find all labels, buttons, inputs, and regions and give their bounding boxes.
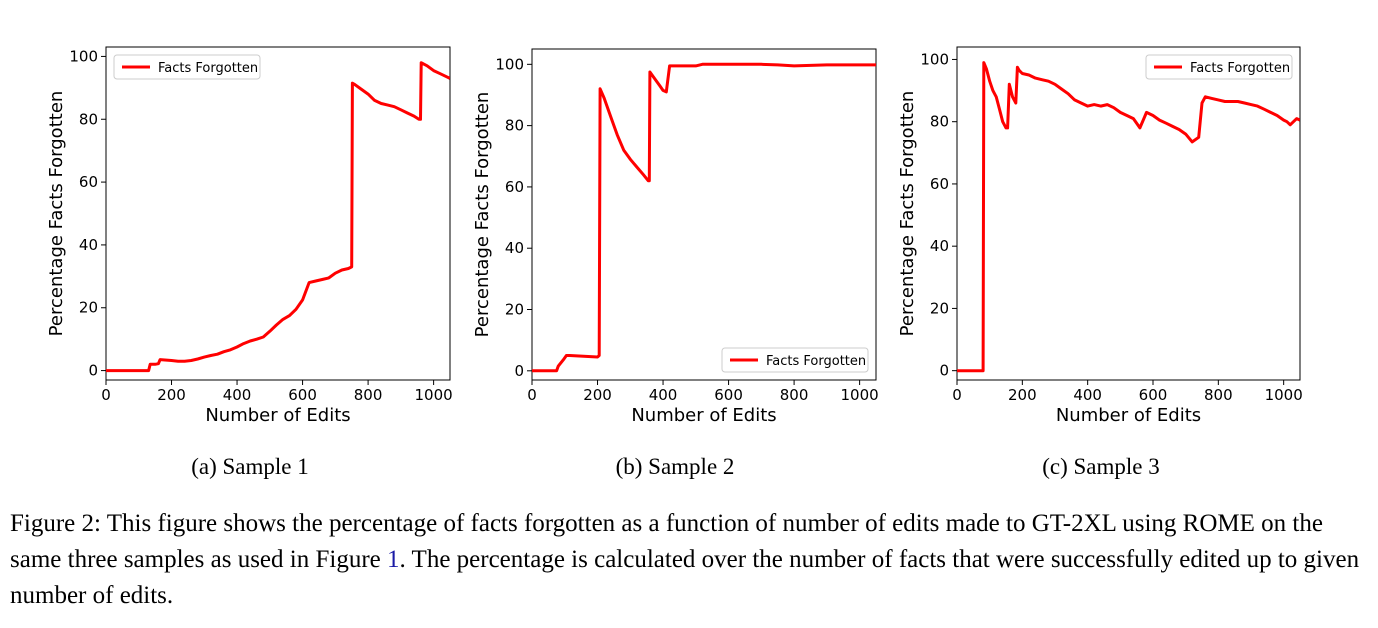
x-tick-label: 800 bbox=[780, 386, 809, 404]
x-tick-label: 600 bbox=[714, 386, 743, 404]
y-tick-label: 80 bbox=[505, 117, 524, 135]
plot-frame bbox=[956, 46, 1301, 381]
legend-box bbox=[113, 54, 261, 80]
y-tick-label: 0 bbox=[88, 362, 98, 380]
x-tick-label: 800 bbox=[354, 386, 383, 404]
y-tick-label: 20 bbox=[79, 299, 98, 317]
y-tick-label: 0 bbox=[514, 362, 524, 380]
x-tick-label: 400 bbox=[223, 386, 252, 404]
x-tick-label: 1000 bbox=[841, 386, 879, 404]
x-tick-label: 1000 bbox=[415, 386, 453, 404]
x-tick-label: 0 bbox=[952, 386, 962, 404]
series-line-1 bbox=[957, 61, 1300, 373]
series-line-1 bbox=[106, 61, 450, 373]
legend-label: Facts Forgotten bbox=[766, 354, 866, 369]
x-tick-label: 200 bbox=[1008, 386, 1037, 404]
y-tick-label: 60 bbox=[79, 173, 98, 191]
y-axis-label: Percentage Facts Forgotten bbox=[46, 91, 67, 337]
y-tick-label: 100 bbox=[920, 50, 949, 68]
subcaption: (a) Sample 1 bbox=[191, 454, 309, 479]
plot-frame bbox=[531, 48, 877, 381]
caption-suffix: . The percentage is calculated over the … bbox=[10, 546, 1360, 609]
x-tick-label: 0 bbox=[527, 386, 537, 404]
series-line-1 bbox=[532, 62, 876, 373]
subcaption: (b) Sample 2 bbox=[616, 454, 735, 479]
y-tick-label: 80 bbox=[930, 113, 949, 131]
legend-label: Facts Forgotten bbox=[1190, 61, 1290, 76]
y-tick-label: 40 bbox=[79, 236, 98, 254]
x-tick-label: 600 bbox=[288, 386, 317, 404]
y-tick-label: 40 bbox=[930, 237, 949, 255]
y-tick-label: 40 bbox=[505, 239, 524, 257]
caption-prefix: Figure 2: This figure shows the percenta… bbox=[10, 510, 1323, 573]
plot-frame bbox=[105, 46, 451, 381]
y-tick-label: 60 bbox=[505, 178, 524, 196]
x-tick-label: 400 bbox=[649, 386, 678, 404]
legend-box bbox=[721, 347, 869, 373]
caption-figure-ref[interactable]: 1 bbox=[387, 546, 400, 573]
x-tick-label: 1000 bbox=[1265, 386, 1303, 404]
chart-panel-2: 0 200 400 600 800 1000 0 20 40 60 80 100 Number of E… bbox=[472, 48, 879, 479]
y-tick-label: 80 bbox=[79, 110, 98, 128]
chart-panel-3: 0 200 400 600 800 1000 0 20 40 60 80 100 Number of E… bbox=[897, 46, 1303, 479]
y-axis-label: Percentage Facts Forgotten bbox=[472, 92, 493, 338]
y-axis-label: Percentage Facts Forgotten bbox=[897, 91, 918, 337]
x-tick-label: 200 bbox=[157, 386, 186, 404]
x-tick-label: 800 bbox=[1204, 386, 1233, 404]
legend: Facts Forgotten bbox=[1145, 54, 1293, 80]
chart-panel-1: 0 200 400 600 800 1000 0 20 40 60 80 100 Number of E… bbox=[46, 46, 453, 479]
x-axis-label: Number of Edits bbox=[1056, 405, 1201, 426]
y-tick-label: 0 bbox=[939, 362, 949, 380]
y-tick-label: 20 bbox=[930, 299, 949, 317]
legend: Facts Forgotten bbox=[721, 347, 869, 373]
x-tick-label: 200 bbox=[583, 386, 612, 404]
y-tick-label: 60 bbox=[930, 175, 949, 193]
legend-box bbox=[1145, 54, 1293, 80]
x-axis-label: Number of Edits bbox=[631, 405, 776, 426]
x-tick-label: 600 bbox=[1139, 386, 1168, 404]
figure-caption: Figure 2: This figure shows the percenta… bbox=[10, 506, 1370, 614]
x-tick-label: 400 bbox=[1073, 386, 1102, 404]
x-tick-label: 0 bbox=[101, 386, 111, 404]
legend-label: Facts Forgotten bbox=[158, 61, 258, 76]
legend: Facts Forgotten bbox=[113, 54, 261, 80]
x-axis-label: Number of Edits bbox=[205, 405, 350, 426]
y-tick-label: 20 bbox=[505, 301, 524, 319]
subcaption: (c) Sample 3 bbox=[1042, 454, 1160, 479]
y-tick-label: 100 bbox=[495, 55, 524, 73]
y-tick-label: 100 bbox=[69, 47, 98, 65]
